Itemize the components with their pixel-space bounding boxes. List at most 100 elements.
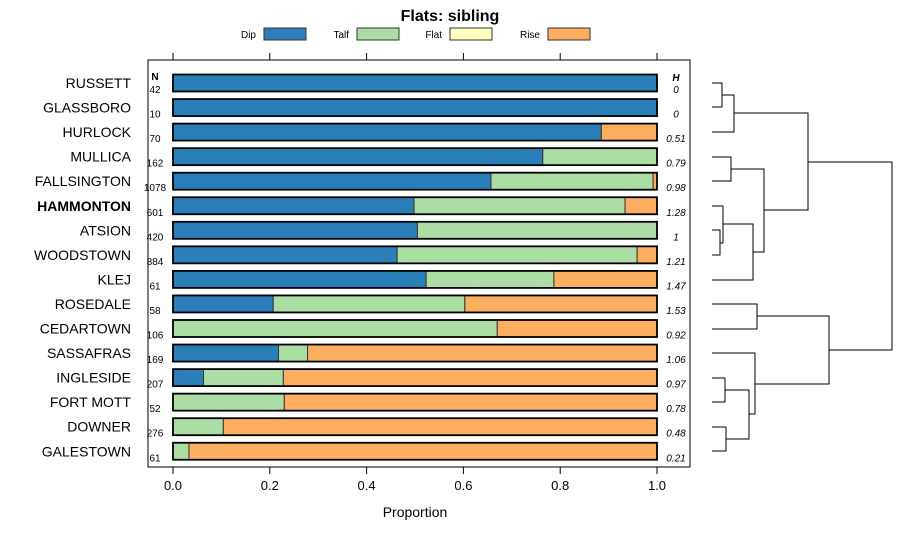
category-label: GLASSBORO xyxy=(43,100,131,116)
bar-segment-rise xyxy=(636,245,658,264)
category-label: WOODSTOWN xyxy=(34,247,131,263)
n-value: 162 xyxy=(147,159,164,170)
dendrogram-branch xyxy=(712,94,735,133)
bar-segment-talf xyxy=(278,344,309,363)
bar-segment-talf xyxy=(490,172,654,191)
category-label: MULLICA xyxy=(70,149,131,165)
bar-segment-dip xyxy=(172,344,280,363)
dendrogram-branch xyxy=(731,168,765,253)
bar-segment-dip xyxy=(172,196,415,215)
bar-row: WOODSTOWN 884 1.21 xyxy=(34,245,686,268)
dendrogram-branch xyxy=(712,229,721,256)
n-value: 207 xyxy=(147,380,164,391)
bar-segment-dip xyxy=(172,221,418,240)
category-label: SASSAFRAS xyxy=(47,345,131,361)
category-label: GALESTOWN xyxy=(42,443,131,459)
dendrogram-branch xyxy=(712,156,732,182)
n-value: 42 xyxy=(149,85,161,96)
h-value: 0.21 xyxy=(666,453,685,464)
bar-row: FORT MOTT 52 0.78 xyxy=(50,392,686,415)
x-tick-label: 0.4 xyxy=(358,478,376,493)
n-header: N xyxy=(151,72,158,83)
legend-label: Flat xyxy=(425,30,442,41)
h-value: 0.97 xyxy=(666,380,686,391)
bar-row: CEDARTOWN 106 0.92 xyxy=(40,319,686,342)
category-label: KLEJ xyxy=(98,271,131,287)
bar-segment-dip xyxy=(172,245,398,264)
h-value: 0.51 xyxy=(666,134,685,145)
bar-row: ATSION 420 1 xyxy=(80,220,679,243)
h-value: 0 xyxy=(673,110,679,121)
legend-label: Dip xyxy=(241,30,256,41)
h-value: 1.06 xyxy=(666,355,686,366)
h-value: 1.47 xyxy=(666,281,686,292)
bar-row: GLASSBORO 10 0 xyxy=(43,98,679,121)
bar-outline xyxy=(172,98,658,117)
bar-segment-talf xyxy=(272,294,466,313)
bar-segment-rise xyxy=(464,294,658,313)
bar-outline xyxy=(172,441,658,461)
category-label: HAMMONTON xyxy=(37,198,131,214)
bar-row: ROSEDALE 58 1.53 xyxy=(55,294,686,317)
n-value: 420 xyxy=(147,232,164,243)
h-value: 1.21 xyxy=(666,257,685,268)
legend-swatch xyxy=(547,27,591,41)
category-label: CEDARTOWN xyxy=(40,321,131,337)
bar-outline xyxy=(172,269,658,289)
bar-segment-talf xyxy=(172,319,498,338)
n-value: 58 xyxy=(149,306,161,317)
bar-row: HAMMONTON 601 1.28 xyxy=(37,196,686,219)
bar-segment-rise xyxy=(188,442,658,461)
bar-segment-dip xyxy=(172,172,492,191)
bar-outline xyxy=(172,319,658,338)
n-value: 601 xyxy=(147,208,164,219)
h-value: 1 xyxy=(673,232,679,243)
bar-outline xyxy=(172,368,658,388)
bar-row: FALLSINGTON 1078 0.98 xyxy=(35,171,686,194)
bar-segment-talf xyxy=(172,393,285,412)
bar-segment-dip xyxy=(172,294,274,313)
x-tick-label: 0.6 xyxy=(454,478,472,493)
dendrogram-branch xyxy=(712,205,724,244)
legend-swatch xyxy=(449,27,493,41)
chart-title: Flats: sibling xyxy=(401,8,500,25)
bar-segment-talf xyxy=(425,270,555,289)
x-tick-label: 0.8 xyxy=(551,478,569,493)
n-value: 884 xyxy=(147,257,164,268)
bar-row: MULLICA 162 0.79 xyxy=(70,147,686,170)
x-tick-label: 0.0 xyxy=(164,478,182,493)
category-label: DOWNER xyxy=(67,419,131,435)
n-value: 52 xyxy=(149,404,161,415)
bar-outline xyxy=(172,392,658,412)
bar-outline xyxy=(172,73,658,93)
bar-segment-rise xyxy=(553,270,658,289)
bar-outline xyxy=(172,122,658,142)
n-value: 10 xyxy=(149,110,161,121)
bar-row: GALESTOWN 61 0.21 xyxy=(42,441,686,464)
bar-segment-rise xyxy=(600,123,658,142)
h-value: 1.53 xyxy=(666,306,686,317)
bar-outline xyxy=(172,220,658,240)
dendrogram-branch xyxy=(712,377,726,403)
n-value: 106 xyxy=(147,331,164,342)
n-value: 61 xyxy=(149,453,161,464)
bar-outline xyxy=(172,417,658,437)
bar-segment-talf xyxy=(396,245,638,264)
bar-segment-talf xyxy=(172,417,224,436)
legend-label: Rise xyxy=(520,30,540,41)
h-header: H xyxy=(672,73,680,84)
bar-outline xyxy=(172,171,658,191)
bar-segment-rise xyxy=(496,319,658,338)
legend: Dip Talf Flat Rise xyxy=(241,27,591,41)
h-value: 0.98 xyxy=(666,183,686,194)
h-value: 0.79 xyxy=(666,159,686,170)
legend-label: Talf xyxy=(333,30,349,41)
bar-row: DOWNER 276 0.48 xyxy=(67,417,686,440)
category-label: FORT MOTT xyxy=(50,394,132,410)
h-value: 0.78 xyxy=(666,404,686,415)
category-label: INGLESIDE xyxy=(56,370,131,386)
bar-segment-rise xyxy=(307,344,658,363)
bar-segment-rise xyxy=(222,417,658,436)
